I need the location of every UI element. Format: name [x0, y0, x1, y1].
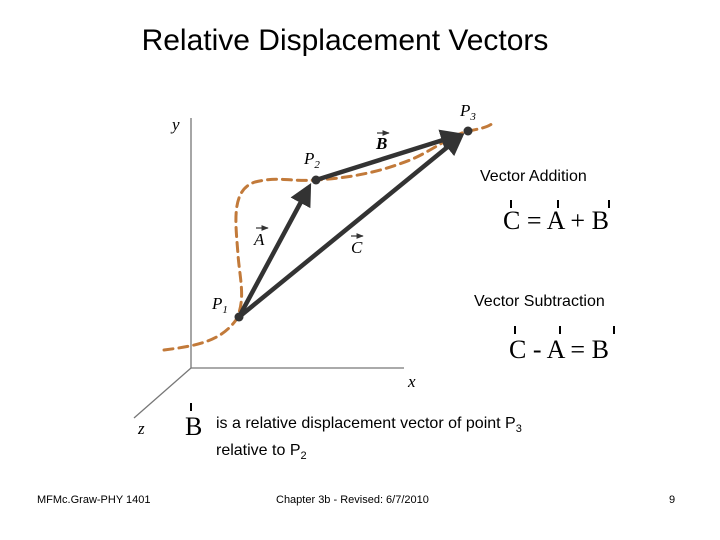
vector-mark-icon — [559, 326, 561, 334]
coordinate-axes — [133, 118, 404, 419]
point-p1-label: P1 — [211, 294, 228, 316]
slide-title: Relative Displacement Vectors — [141, 24, 549, 57]
vector-b-arrow — [315, 129, 464, 183]
z-axis — [133, 367, 192, 419]
x-axis-label: x — [407, 372, 416, 391]
point-p1 — [234, 312, 244, 322]
vector-mark-icon — [190, 403, 192, 411]
footer-course: MFMc.Graw-PHY 1401 — [37, 494, 151, 506]
description-vector-symbol: B — [185, 412, 203, 441]
vector-subtraction-title: Vector Subtraction — [474, 293, 605, 310]
vector-mark-icon — [613, 326, 615, 334]
vector-mark-icon — [510, 200, 512, 208]
point-p2 — [311, 175, 321, 185]
y-axis-label: y — [170, 115, 180, 134]
footer-chapter: Chapter 3b - Revised: 6/7/2010 — [276, 494, 429, 506]
vector-a-arrow — [237, 183, 312, 319]
point-p3 — [463, 126, 473, 136]
vector-c-arrow — [237, 133, 465, 319]
vector-addition-title: Vector Addition — [480, 168, 587, 185]
vector-c-label: C — [351, 238, 363, 257]
trajectory-path — [162, 120, 496, 352]
vector-addition-equation: C = A + B — [503, 206, 609, 235]
vector-subtraction-equation: C - A = B — [509, 335, 609, 364]
footer-page-number: 9 — [669, 494, 676, 506]
vector-b-label: B — [375, 134, 387, 153]
vector-mark-icon — [514, 326, 516, 334]
vector-mark-icon — [608, 200, 610, 208]
point-p3-label: P3 — [459, 101, 476, 123]
point-p2-label: P2 — [303, 149, 320, 171]
z-axis-label: z — [137, 419, 145, 438]
vector-a-label: A — [253, 230, 265, 249]
description-text: is a relative displacement vector of poi… — [216, 415, 522, 463]
vector-mark-icon — [557, 200, 559, 208]
